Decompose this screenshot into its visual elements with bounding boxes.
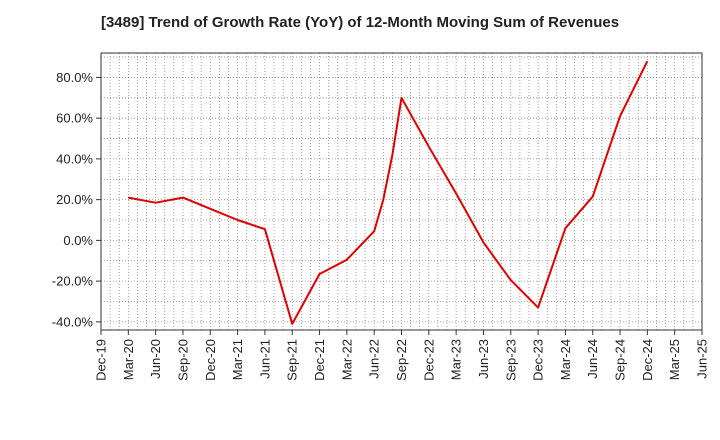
x-tick-label: Mar-20 (121, 339, 136, 380)
x-tick-label: Jun-20 (148, 339, 163, 379)
x-tick-label: Mar-21 (230, 339, 245, 380)
grid-lines (101, 53, 702, 330)
y-tick-label: 20.0% (56, 192, 93, 207)
x-tick-label: Dec-21 (312, 339, 327, 381)
x-tick-label: Sep-24 (613, 339, 628, 381)
x-tick-label: Dec-24 (640, 339, 655, 381)
series-layer (128, 60, 649, 325)
x-tick-label: Jun-23 (476, 339, 491, 379)
y-tick-label: 80.0% (56, 70, 93, 85)
x-tick-label: Dec-22 (421, 339, 436, 381)
x-tick-label: Jun-21 (257, 339, 272, 379)
series-line (128, 60, 649, 325)
x-tick-label: Jun-25 (695, 339, 710, 379)
x-tick-label: Dec-20 (203, 339, 218, 381)
x-tick-label: Sep-21 (285, 339, 300, 381)
y-tick-label: 0.0% (63, 233, 93, 248)
y-tick-label: 40.0% (56, 151, 93, 166)
x-tick-label: Sep-22 (394, 339, 409, 381)
x-tick-label: Dec-23 (531, 339, 546, 381)
x-axis: Dec-19 Mar-20 Jun-20 Sep-20 Dec-20 Mar-21 Jun-… (94, 330, 710, 381)
x-tick-label: Jun-24 (585, 339, 600, 379)
x-tick-label: Sep-20 (175, 339, 190, 381)
y-axis: 80.0% 60.0% 40.0% 20.0% 0.0% -20.0% -40.0% (52, 70, 101, 329)
y-tick-label: 60.0% (56, 111, 93, 126)
x-tick-label: Jun-22 (367, 339, 382, 379)
x-tick-label: Mar-24 (558, 339, 573, 380)
x-tick-label: Mar-22 (339, 339, 354, 380)
chart-title: [3489] Trend of Growth Rate (YoY) of 12-… (100, 14, 620, 31)
x-tick-label: Mar-23 (449, 339, 464, 380)
x-tick-label: Dec-19 (94, 339, 109, 381)
x-tick-label: Mar-25 (667, 339, 682, 380)
y-tick-label: -40.0% (52, 314, 94, 329)
x-tick-label: Sep-23 (503, 339, 518, 381)
y-tick-label: -20.0% (52, 274, 94, 289)
